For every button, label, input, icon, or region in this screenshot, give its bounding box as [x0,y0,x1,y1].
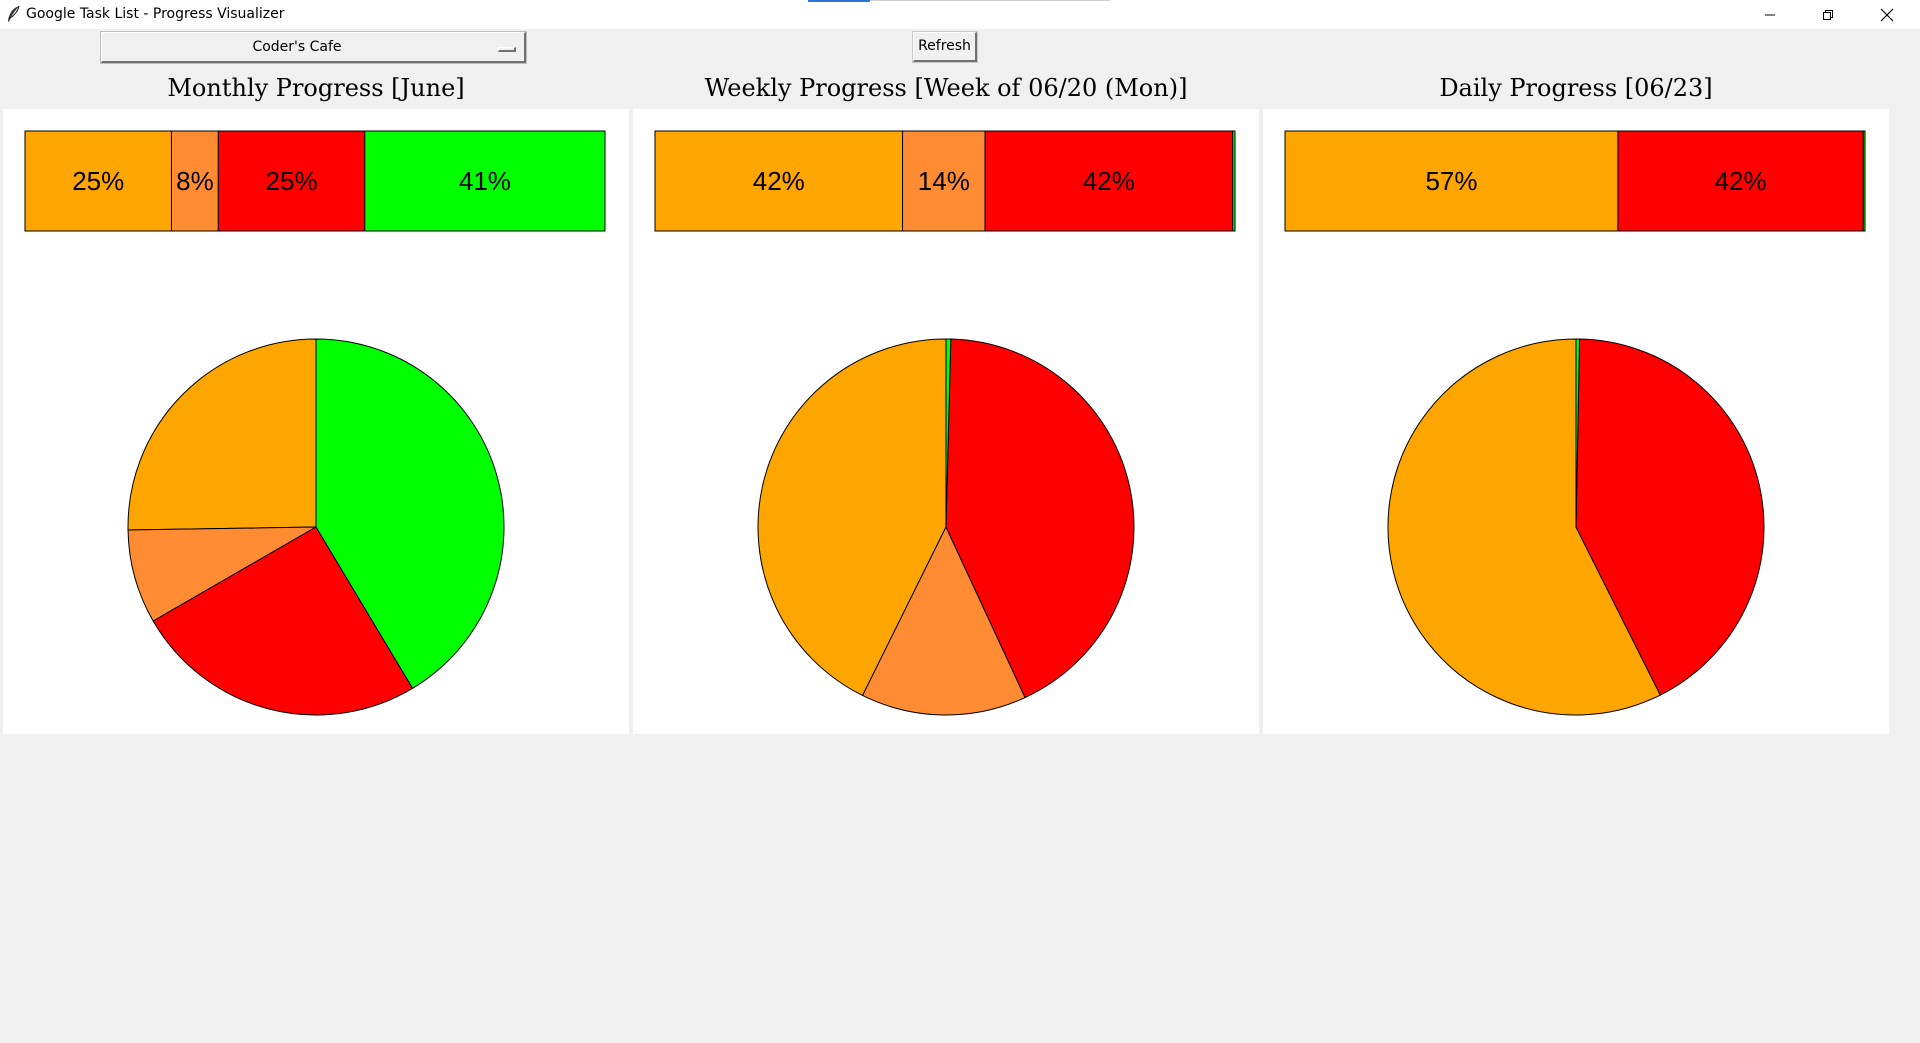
close-button[interactable] [1858,0,1916,29]
pie-slice [861,525,1026,716]
progress-bar-segment [24,130,172,232]
progress-bar-segment [1284,130,1619,232]
daily-progress-panel: 57% 42% [1263,109,1889,734]
restore-icon [1823,9,1833,20]
task-list-dropdown[interactable]: Coder's Cafe [100,31,527,64]
refresh-button[interactable]: Refresh [912,31,978,63]
task-list-selected: Coder's Cafe [252,39,342,55]
weekly-progress-panel: 42% 14% 42% [633,109,1259,734]
progress-bar-label: 42% [1715,166,1767,196]
option-menu-indicator-icon [498,47,516,52]
taskbar-accent [808,0,870,2]
progress-bar-label: 41% [459,166,511,196]
pie-slice [757,338,947,697]
pie-slice [1387,338,1661,716]
progress-bar-label: 57% [1425,166,1477,196]
progress-bar-label: 42% [753,166,805,196]
progress-bar-outline [1284,130,1866,232]
progress-bar-outline [654,130,1236,232]
pie-slice [127,338,317,531]
daily-progress-chart: 57% 42% [1284,130,1866,716]
close-icon [1880,8,1894,21]
taskbar-divider [870,0,1110,1]
progress-bar-segment [984,130,1234,232]
monthly-progress-chart: 25% 8% 25% 41% [24,130,606,716]
progress-bar-label: 14% [918,166,970,196]
progress-bar-segment [1617,130,1864,232]
progress-bar-label: 25% [72,166,124,196]
progress-bar-label: 8% [176,166,214,196]
pie-slice [127,526,318,622]
pie-slice [1575,338,1765,696]
pie-slice [945,338,1135,699]
progress-bar-outline [24,130,606,232]
monthly-progress-panel: 25% 8% 25% 41% [3,109,629,734]
window-title: Google Task List - Progress Visualizer [26,6,285,22]
minimize-button[interactable] [1741,0,1799,29]
minimize-icon [1765,14,1775,15]
feather-icon [8,5,20,22]
progress-bar-label: 25% [266,166,318,196]
progress-bar-segment [217,130,366,232]
weekly-progress-title: Weekly Progress [Week of 06/20 (Mon)] [704,74,1188,102]
pie-slice [315,338,505,689]
progress-bar-segment [654,130,904,232]
progress-bar-segment [364,130,606,232]
title-bar: Google Task List - Progress Visualizer [0,0,1920,29]
monthly-progress-title: Monthly Progress [June] [167,74,465,102]
restore-button[interactable] [1799,0,1857,29]
pie-slice [1575,338,1581,528]
weekly-progress-chart: 42% 14% 42% [654,130,1236,716]
pie-slice [945,338,952,528]
daily-progress-title: Daily Progress [06/23] [1439,74,1713,102]
progress-bar-label: 42% [1083,166,1135,196]
pie-slice [152,526,414,716]
